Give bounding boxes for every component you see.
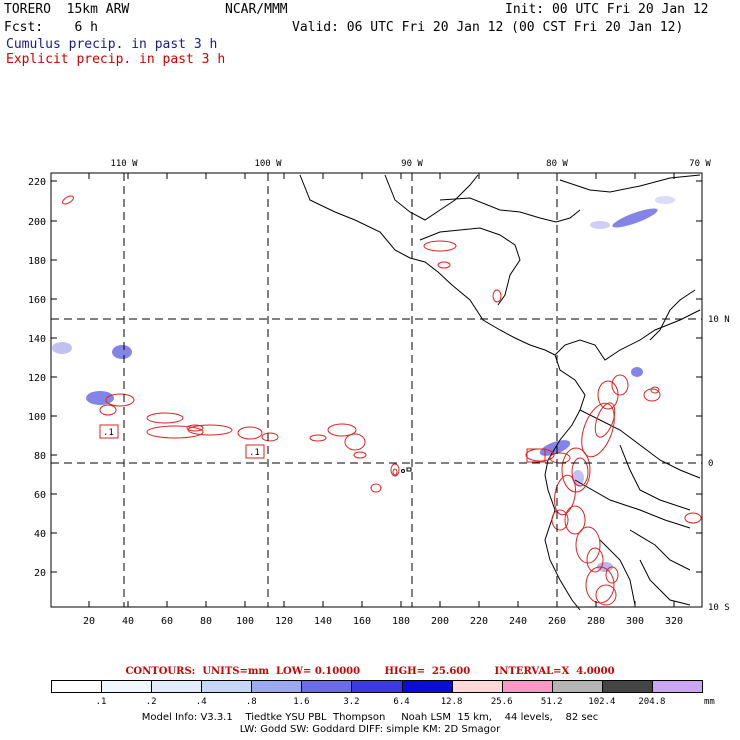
y-tick: 160 — [28, 295, 46, 306]
cumulus-precip-shading — [52, 196, 675, 572]
x-tick: 300 — [626, 616, 644, 627]
colorbar-swatch — [401, 680, 453, 693]
x-tick: 160 — [353, 616, 371, 627]
org-label: NCAR/MMM — [225, 2, 288, 17]
colorbar-label: .4 — [195, 697, 207, 707]
model-info-line1: Model Info: V3.3.1 Tiedtke YSU PBL Thomp… — [141, 712, 599, 723]
cumulus-legend: Cumulus precip. in past 3 h — [6, 37, 218, 52]
colorbar-label: 1.6 — [293, 697, 310, 707]
colorbar-swatch — [101, 680, 153, 693]
lat-label-0: 0 — [708, 459, 713, 469]
x-tick: 60 — [161, 616, 173, 627]
colorbar-swatch — [651, 680, 703, 693]
colorbar-label: .8 — [245, 697, 257, 707]
x-tick: 240 — [509, 616, 527, 627]
x-tick: 320 — [665, 616, 683, 627]
coastlines — [299, 174, 701, 611]
colorbar-unit: mm — [704, 697, 715, 707]
y-tick: 220 — [28, 177, 46, 188]
explicit-precip-contours — [62, 195, 702, 606]
forecast-hour: Fcst: 6 h — [4, 20, 98, 35]
colorbar-swatch — [301, 680, 353, 693]
y-tick: 120 — [28, 373, 46, 384]
colorbar-label: 25.6 — [490, 697, 513, 707]
x-tick: 120 — [275, 616, 293, 627]
latlon-grid — [51, 173, 702, 607]
low-marker-1: .1 — [103, 428, 114, 438]
y-tick: 80 — [34, 451, 46, 462]
colorbar-label: 204.8 — [638, 697, 666, 707]
valid-time: Valid: 06 UTC Fri 20 Jan 12 (00 CST Fri … — [292, 20, 684, 35]
colorbar-swatch — [451, 680, 503, 693]
colorbar-swatch — [51, 680, 103, 693]
y-tick-labels: 220 200 180 160 140 120 100 80 60 40 20 — [28, 177, 46, 579]
colorbar-label: 3.2 — [343, 697, 360, 707]
x-tick-labels: 20 40 60 80 100 120 140 160 180 200 220 … — [83, 616, 683, 627]
colorbar-label: .2 — [145, 697, 157, 707]
lon-label-70w: 70 W — [689, 159, 711, 169]
x-tick: 280 — [587, 616, 605, 627]
init-time: Init: 00 UTC Fri 20 Jan 12 — [505, 2, 709, 17]
colorbar-swatch — [551, 680, 603, 693]
colorbar-label: .1 — [95, 697, 107, 707]
x-tick: 140 — [314, 616, 332, 627]
lon-label-100w: 100 W — [254, 159, 282, 169]
colorbar-label: 51.2 — [540, 697, 563, 707]
x-tick: 260 — [548, 616, 566, 627]
colorbar-label: 12.8 — [440, 697, 463, 707]
x-tick: 100 — [236, 616, 254, 627]
y-tick: 140 — [28, 334, 46, 345]
low-markers: .1 .1 — [99, 424, 546, 473]
axis-ticks — [51, 173, 702, 607]
model-title: TORERO 15km ARW — [4, 2, 130, 17]
y-tick: 100 — [28, 412, 46, 423]
plot-frame — [50, 172, 703, 608]
lat-label-10n: 10 N — [708, 315, 730, 325]
colorbar-label: 102.4 — [588, 697, 616, 707]
x-tick: 220 — [470, 616, 488, 627]
y-tick: 20 — [34, 568, 46, 579]
x-tick: 180 — [392, 616, 410, 627]
colorbar-swatch — [151, 680, 203, 693]
x-tick: 80 — [200, 616, 212, 627]
top-lon-labels: 110 W 100 W 90 W 80 W 70 W — [110, 159, 711, 169]
x-tick: 200 — [431, 616, 449, 627]
lon-label-80w: 80 W — [546, 159, 568, 169]
colorbar-swatch — [201, 680, 253, 693]
colorbar-swatch — [251, 680, 303, 693]
x-tick: 40 — [122, 616, 134, 627]
lat-label-10s: 10 S — [708, 603, 730, 613]
right-lat-labels: 10 N 0 10 S — [708, 315, 730, 613]
colorbar-swatch — [351, 680, 403, 693]
contours-info: CONTOURS: UNITS=mm LOW= 0.10000 HIGH= 25… — [125, 666, 615, 677]
x-tick: 20 — [83, 616, 95, 627]
colorbar-swatch — [601, 680, 653, 693]
lon-label-110w: 110 W — [110, 159, 138, 169]
lon-label-90w: 90 W — [401, 159, 423, 169]
explicit-legend: Explicit precip. in past 3 h — [6, 52, 226, 67]
y-tick: 200 — [28, 217, 46, 228]
y-tick: 180 — [28, 256, 46, 267]
colorbar-swatch — [501, 680, 553, 693]
low-marker-2: .1 — [249, 448, 260, 458]
y-tick: 40 — [34, 529, 46, 540]
y-tick: 60 — [34, 490, 46, 501]
colorbar-label: 6.4 — [393, 697, 410, 707]
model-info-line2: LW: Godd SW: Goddard DIFF: simple KM: 2D… — [239, 724, 501, 735]
